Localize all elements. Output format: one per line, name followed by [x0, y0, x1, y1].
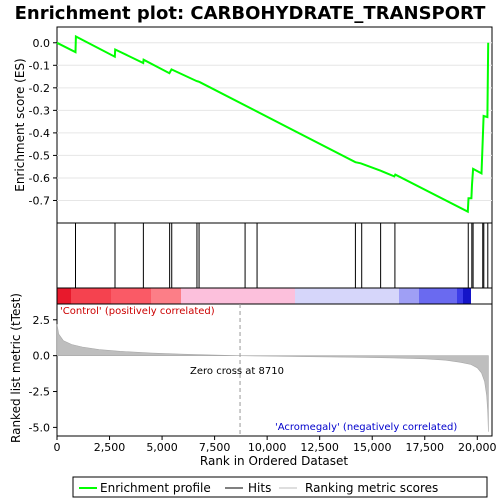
- metric-ytick-label: 2.5: [33, 314, 51, 327]
- hits-panel-frame: [56, 222, 493, 289]
- es-panel: 0.0 -0.1 -0.2 -0.3 -0.4 -0.5 -0.6 -0.7 Enrichme…: [13, 26, 493, 224]
- metric-xtick-label: 12,500: [300, 441, 339, 454]
- metric-panel-frame: [56, 303, 493, 437]
- es-ytick-label: 0.0: [33, 37, 51, 50]
- legend-label-enrichment: Enrichment profile: [100, 481, 211, 495]
- legend-label-ranking: Ranking metric scores: [305, 481, 438, 495]
- es-panel-frame: [56, 26, 493, 224]
- metric-xtick-label: 5,000: [146, 441, 178, 454]
- metric-ytick-label: -5.0: [29, 421, 50, 434]
- es-ytick-label: -0.7: [29, 194, 50, 207]
- es-ylabel: Enrichment score (ES): [13, 58, 27, 191]
- hits-panel: [56, 222, 493, 289]
- rank-gradient-bar: [56, 287, 493, 305]
- metric-xtick-label: 7,500: [199, 441, 231, 454]
- legend-box: [72, 476, 488, 498]
- es-ytick-label: -0.6: [29, 172, 50, 185]
- metric-ytick-label: 0.0: [33, 350, 51, 363]
- metric-xtick-label: 17,500: [406, 441, 445, 454]
- legend: Enrichment profile Hits Ranking metric s…: [72, 476, 488, 498]
- es-ytick-label: -0.1: [29, 59, 50, 72]
- enrichment-profile-line: [56, 34, 490, 214]
- metric-xtick-label: 2,500: [94, 441, 126, 454]
- metric-xtick-label: 0: [54, 441, 61, 454]
- es-ytick-label: -0.4: [29, 127, 50, 140]
- chart-title: Enrichment plot: CARBOHYDRATE_TRANSPORT: [15, 3, 486, 24]
- metric-xtick-label: 15,000: [353, 441, 392, 454]
- es-ytick-label: -0.5: [29, 149, 50, 162]
- metric-xtick-label: 20,000: [458, 441, 497, 454]
- legend-label-hits: Hits: [248, 481, 271, 495]
- ranking-metric-area: [56, 324, 489, 432]
- positive-label: 'Control' (positively correlated): [60, 306, 215, 317]
- metric-panel: 2.5 0.0 -2.5 -5.0 0 2,500 5,000 7,500 10,000 12,…: [9, 293, 497, 468]
- zero-cross-label: Zero cross at 8710: [190, 366, 284, 377]
- metric-xlabel: Rank in Ordered Dataset: [200, 454, 348, 468]
- metric-xtick-label: 10,000: [248, 441, 287, 454]
- es-ytick-label: -0.2: [29, 82, 50, 95]
- negative-label: 'Acromegaly' (negatively correlated): [275, 422, 457, 433]
- es-ytick-label: -0.3: [29, 104, 50, 117]
- metric-ytick-label: -2.5: [29, 386, 50, 399]
- metric-ylabel: Ranked list metric (tTest): [9, 293, 23, 443]
